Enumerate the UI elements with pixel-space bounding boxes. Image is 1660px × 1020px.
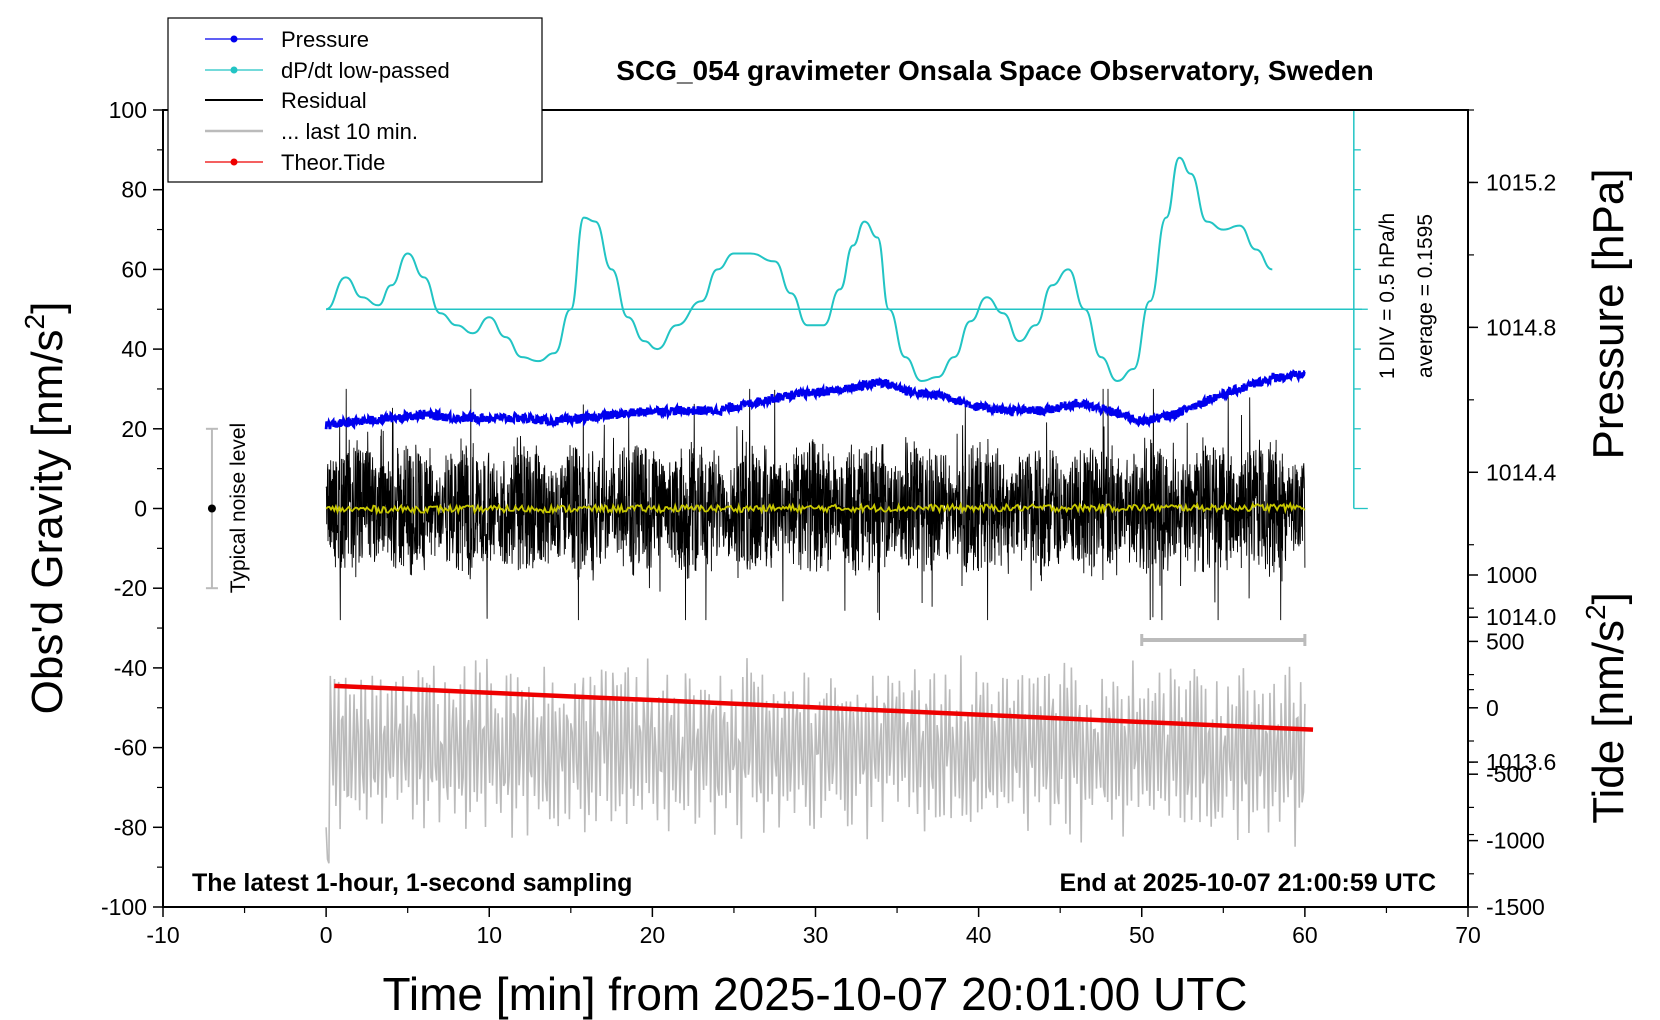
tide-tick-label: -500 <box>1486 761 1532 787</box>
tide-axis-title-sup: 2 <box>1580 604 1611 620</box>
x-tick-label: 20 <box>640 922 666 948</box>
tide-tick-label: 0 <box>1486 695 1499 721</box>
y-axis-title-main: Obs'd Gravity [nm/s <box>23 329 72 714</box>
legend-label-tide: Theor.Tide <box>281 150 385 175</box>
y-tick-label: -100 <box>101 894 147 920</box>
tide-tick-label: 500 <box>1486 628 1524 654</box>
pressure-tick-label: 1015.2 <box>1486 169 1556 195</box>
tide-tick-label: 1000 <box>1486 562 1537 588</box>
y-axis-title: Obs'd Gravity [nm/s2] <box>19 302 72 715</box>
tide-axis-title: Tide [nm/s2] <box>1580 592 1633 824</box>
legend-item-last10: ... last 10 min. <box>205 119 418 144</box>
dpdt-average-label: average = 0.1595 <box>1414 214 1437 378</box>
x-tick-label: 10 <box>476 922 502 948</box>
x-tick-label: 70 <box>1455 922 1481 948</box>
legend-marker-tide <box>230 158 238 166</box>
legend-label-last10: ... last 10 min. <box>281 119 418 144</box>
pressure-tick-label: 1013.6 <box>1486 749 1556 775</box>
y-tick-label: 40 <box>121 336 147 362</box>
x-tick-label: 40 <box>966 922 992 948</box>
x-tick-label: 0 <box>320 922 333 948</box>
legend-label-residual: Residual <box>281 88 367 113</box>
legend-label-dpdt: dP/dt low-passed <box>281 58 450 83</box>
x-axis-title: Time [min] from 2025-10-07 20:01:00 UTC <box>383 968 1248 1020</box>
dpdt-scale-label: 1 DIV = 0.5 hPa/h <box>1376 213 1399 379</box>
y-tick-label: 20 <box>121 416 147 442</box>
y-tick-label: -60 <box>114 735 147 761</box>
y-tick-label: -20 <box>114 575 147 601</box>
x-tick-label: 30 <box>803 922 829 948</box>
sampling-note: The latest 1-hour, 1-second sampling <box>192 869 632 897</box>
residual-series-line <box>325 388 1306 621</box>
series-layer <box>205 109 1368 864</box>
tide-series-line <box>334 683 1314 732</box>
axes-ticks: -10 0 10 20 30 40 50 60 70100806040200-20-40-60-… <box>101 97 1557 948</box>
legend: Pressure dP/dt low-passed Residual ... l… <box>167 17 543 183</box>
pressure-tick-label: 1014.4 <box>1486 459 1557 485</box>
x-tick-label: 50 <box>1129 922 1155 948</box>
tide-axis-title-main: Tide [nm/s <box>1584 620 1633 824</box>
residual-smoothed-line <box>325 501 1306 516</box>
tide-tick-label: -1500 <box>1486 894 1545 920</box>
tide-axis-title-end: ] <box>1584 592 1633 604</box>
legend-label-pressure: Pressure <box>281 27 369 52</box>
x-tick-label: -10 <box>146 922 179 948</box>
chart-title: SCG_054 gravimeter Onsala Space Observat… <box>616 55 1373 86</box>
y-tick-label: 60 <box>121 256 147 282</box>
x-tick-label: 60 <box>1292 922 1318 948</box>
legend-item-tide: Theor.Tide <box>205 150 385 175</box>
pressure-series-line <box>324 368 1306 431</box>
pressure-tick-label: 1014.8 <box>1486 314 1556 340</box>
y-tick-label: -80 <box>114 814 147 840</box>
y-axis-title-end: ] <box>23 302 72 314</box>
tide-tick-label: -1000 <box>1486 828 1545 854</box>
legend-marker-dpdt <box>230 66 238 74</box>
y-tick-label: -40 <box>114 655 147 681</box>
y-tick-label: 100 <box>109 97 147 123</box>
noise-bar-center <box>207 504 216 513</box>
legend-marker-pressure <box>230 35 238 43</box>
y-tick-label: 80 <box>121 177 147 203</box>
end-time-note: End at 2025-10-07 21:00:59 UTC <box>1059 869 1436 897</box>
y-axis-title-sup: 2 <box>19 314 50 330</box>
pressure-axis-title: Pressure [hPa] <box>1584 168 1633 459</box>
y-tick-label: 0 <box>134 496 147 522</box>
pressure-tick-label: 1014.0 <box>1486 604 1556 630</box>
legend-item-pressure: Pressure <box>205 27 369 52</box>
plot-frame <box>162 109 1469 908</box>
legend-item-residual: Residual <box>205 88 367 113</box>
noise-level-label: Typical noise level <box>227 423 250 593</box>
last10-series-line <box>325 655 1306 864</box>
dpdt-series-line <box>325 156 1273 383</box>
legend-item-dpdt: dP/dt low-passed <box>205 58 450 83</box>
